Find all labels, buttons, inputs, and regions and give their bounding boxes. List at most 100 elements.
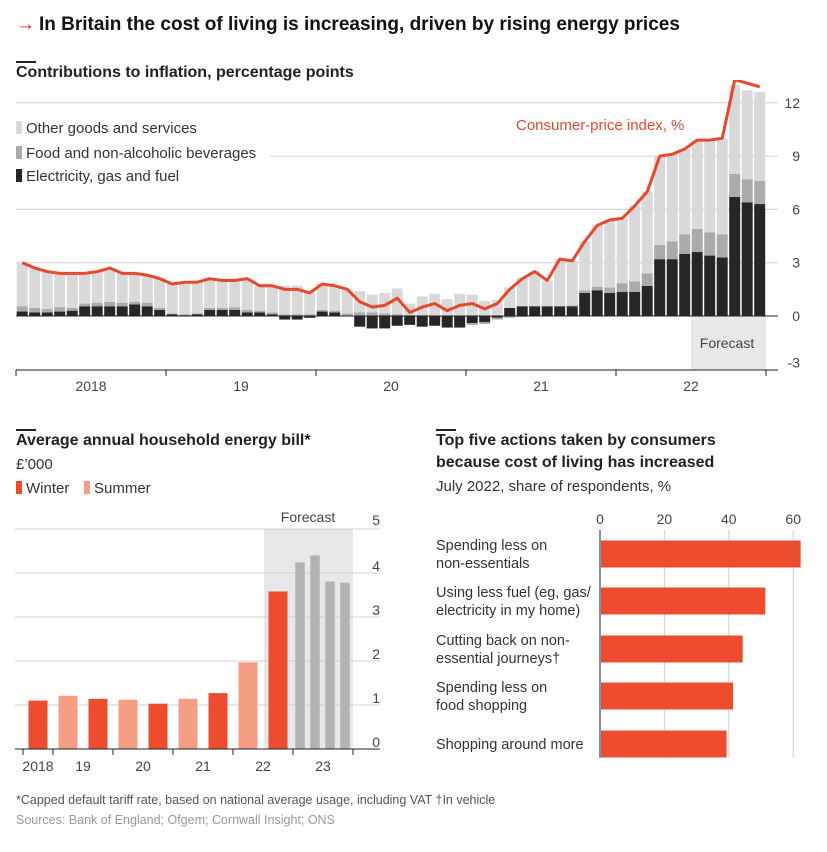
x-tick-label: 22 [255, 758, 271, 774]
energy-bar [229, 309, 241, 316]
other-bar [441, 299, 453, 316]
other-bar [291, 285, 303, 315]
inflation-chart: Forecast 12 9 6 3 0 -3 2018 19 20 21 22 [15, 80, 801, 394]
food-bar [366, 312, 378, 316]
y-tick-label: 5 [372, 512, 380, 528]
food-bar [291, 314, 303, 316]
energy-bar [754, 204, 766, 316]
x-tick-label: 20 [135, 758, 151, 774]
food-bar [479, 322, 491, 324]
other-bar [591, 225, 603, 287]
y-tick-label: 0 [792, 308, 800, 324]
energy-bar [204, 309, 216, 316]
food-bar [154, 308, 166, 310]
food-bar [254, 310, 266, 313]
other-bar [616, 218, 628, 284]
food-bar [754, 180, 766, 205]
energy-bar [104, 306, 116, 316]
y-tick-label: -3 [788, 354, 801, 370]
energy-bar [554, 306, 566, 316]
other-bar [379, 292, 391, 314]
category-label: Using less fuel (eg, gas/ [436, 585, 592, 601]
other-bar [316, 284, 328, 310]
legend-label: Food and non-alcoholic beverages [26, 145, 257, 162]
x-tick-label: 40 [721, 511, 737, 527]
other-bar [191, 282, 203, 314]
category-label: essential journeys† [436, 651, 560, 667]
action-bar [601, 587, 766, 615]
food-bar [191, 313, 203, 315]
food-bar [641, 273, 653, 286]
energy-bar [391, 316, 403, 326]
chart3-subtitle: July 2022, share of respondents, % [436, 478, 672, 495]
x-tick-label: 0 [596, 511, 604, 527]
energy-bar [579, 292, 591, 316]
energy-bar [516, 306, 528, 316]
page-title: → In Britain the cost of living is increa… [16, 14, 680, 36]
energy-bar [604, 292, 616, 316]
chart2-title: Average annual household energy bill* [16, 432, 311, 449]
energy-bar [416, 316, 428, 327]
other-bar [704, 140, 716, 233]
energy-bar [91, 306, 103, 316]
energy-bar [479, 316, 491, 323]
energy-bar [291, 316, 303, 320]
energy-bar [79, 306, 91, 316]
food-bar [229, 307, 241, 310]
other-bar [391, 288, 403, 315]
other-bar [241, 278, 253, 310]
title-rule [16, 429, 36, 431]
bill-bar-forecast [295, 562, 305, 749]
other-bar [566, 260, 578, 306]
legend-swatch [84, 481, 90, 494]
other-bar [529, 271, 541, 307]
other-bar [54, 273, 66, 308]
forecast-label: Forecast [281, 509, 336, 525]
food-bar [716, 234, 728, 258]
y-tick-label: 6 [792, 201, 800, 217]
action-bar [601, 635, 743, 663]
other-bar [341, 289, 353, 314]
legend-energy: Electricity, gas and fuel [16, 168, 179, 185]
bill-bar-forecast [340, 582, 350, 749]
other-bar [666, 154, 678, 242]
chart2-unit: £’000 [16, 456, 53, 473]
action-bar [601, 730, 727, 758]
other-bar [129, 273, 141, 302]
energy-bar [329, 312, 341, 316]
energy-bar [166, 314, 178, 316]
food-bar [654, 244, 666, 260]
energy-bar [379, 316, 391, 329]
x-tick-label: 2018 [22, 758, 53, 774]
other-bar [366, 294, 378, 313]
other-bar [404, 303, 416, 316]
food-bar [179, 314, 191, 316]
action-bar [601, 540, 801, 568]
food-bar [329, 310, 341, 313]
food-bar [491, 317, 503, 320]
other-bar [266, 285, 278, 313]
energy-bar [566, 306, 578, 316]
legend-other: Other goods and services [16, 120, 197, 137]
food-bar [279, 314, 291, 316]
energy-bar [691, 252, 703, 316]
energy-bar [466, 316, 478, 324]
food-bar [704, 232, 716, 256]
category-label: electricity in my home) [436, 603, 580, 619]
energy-bar [116, 306, 128, 316]
category-label: Spending less on [436, 538, 547, 554]
energy-bar [279, 316, 291, 320]
x-tick-label: 21 [533, 378, 549, 394]
food-bar [504, 316, 516, 318]
category-label: food shopping [436, 698, 527, 714]
bill-bar-winter [148, 703, 168, 749]
other-bar [679, 148, 691, 235]
other-bar [279, 285, 291, 315]
legend-swatch [16, 146, 22, 159]
other-bar [629, 205, 641, 282]
title-rule [16, 61, 36, 63]
other-bar [141, 275, 153, 303]
legend-winter: Winter [16, 480, 69, 497]
other-bar [304, 291, 316, 315]
